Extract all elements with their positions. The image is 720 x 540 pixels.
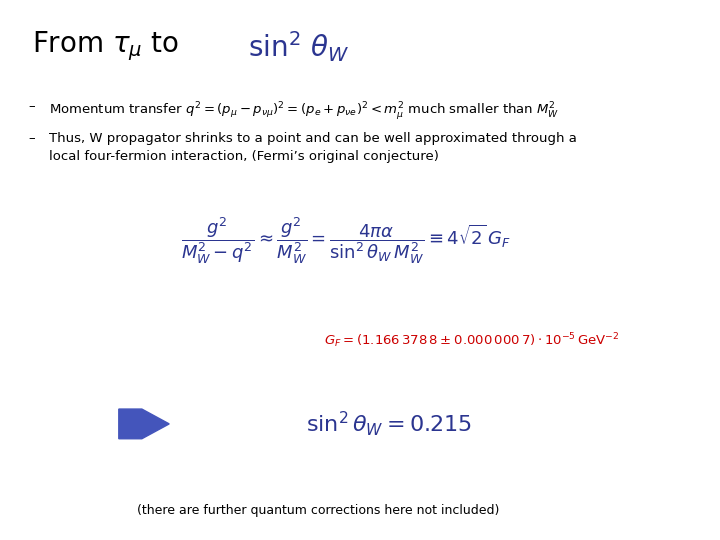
FancyArrow shape [119,409,169,438]
Text: Momentum transfer $q^2 = (p_{\mu} - p_{\nu\mu})^2 = (p_e + p_{\nu e})^2 < m_{\mu: Momentum transfer $q^2 = (p_{\mu} - p_{\… [49,100,559,122]
Text: Thus, W propagator shrinks to a point and can be well approximated through a
loc: Thus, W propagator shrinks to a point an… [49,132,577,163]
Text: –: – [29,100,35,113]
Text: From $\tau_{\mu}$ to: From $\tau_{\mu}$ to [32,30,181,63]
Text: $\sin^2\theta_W = 0.215$: $\sin^2\theta_W = 0.215$ [306,409,472,438]
Text: $\sin^2\,\theta_W$: $\sin^2\,\theta_W$ [248,30,349,64]
Text: $\dfrac{g^2}{M_W^2 - q^2} \approx \dfrac{g^2}{M_W^2} = \dfrac{4\pi\alpha}{\sin^2: $\dfrac{g^2}{M_W^2 - q^2} \approx \dfrac… [181,215,510,266]
Text: –: – [29,132,35,145]
Text: $G_F = (1.166\,378\,8 \pm 0.000\,000\,7) \cdot 10^{-5}\,\mathrm{GeV}^{-2}$: $G_F = (1.166\,378\,8 \pm 0.000\,000\,7)… [324,331,619,349]
Text: (there are further quantum corrections here not included): (there are further quantum corrections h… [137,504,499,517]
